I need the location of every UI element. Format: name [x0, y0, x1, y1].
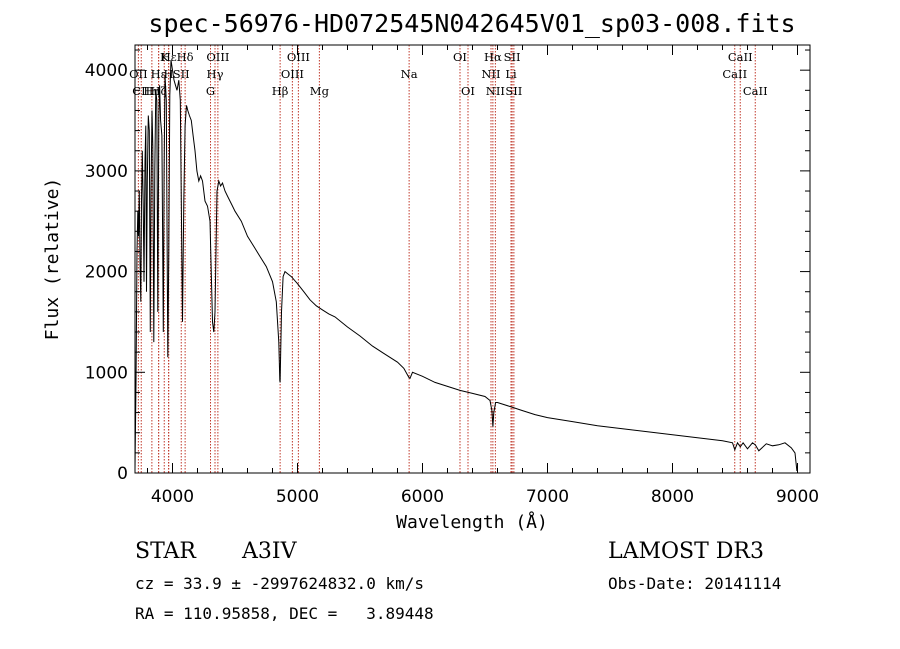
- line-marker-label: CaII: [743, 84, 768, 98]
- x-tick-label: 5000: [276, 487, 319, 507]
- x-tick-label: 6000: [401, 487, 444, 507]
- x-axis-label: Wavelength (Å): [396, 511, 548, 533]
- y-tick-label: 2000: [85, 263, 128, 283]
- line-markers: [137, 45, 756, 473]
- obs-date-line: Obs-Date: 20141114: [608, 574, 782, 593]
- line-marker-label: NII: [486, 84, 505, 98]
- line-marker-label: CaII: [722, 67, 747, 81]
- line-marker-label: OIII: [206, 50, 229, 64]
- redshift-line: cz = 33.9 ± -2997624832.0 km/s: [135, 574, 424, 593]
- y-axis-label: Flux (relative): [42, 178, 63, 341]
- line-marker-label: Hγ: [207, 67, 224, 81]
- x-tick-label: 7000: [526, 487, 569, 507]
- line-marker-label: H: [163, 67, 173, 81]
- line-marker-label: Hδ: [177, 50, 194, 64]
- y-tick-label: 3000: [85, 162, 128, 182]
- x-axis-ticks: 4000 5000 6000 7000 8000 9000: [147, 45, 819, 507]
- line-marker-label: Li: [505, 67, 517, 81]
- line-marker-label: OI: [453, 50, 467, 64]
- survey-name: LAMOST DR3: [608, 539, 764, 564]
- line-marker-label: Na: [401, 67, 418, 81]
- plot-frame: [134, 44, 811, 474]
- y-tick-label: 1000: [85, 363, 128, 383]
- line-marker-label: SII: [173, 67, 190, 81]
- y-tick-label: 0: [117, 464, 128, 484]
- x-tick-label: 8000: [651, 487, 694, 507]
- object-subclass: A3IV: [242, 539, 297, 564]
- coords-line: RA = 110.95858, DEC = 3.89448: [135, 604, 434, 623]
- line-marker-label: SII: [505, 84, 522, 98]
- x-tick-label: 4000: [151, 487, 194, 507]
- line-marker-label: SII: [504, 50, 521, 64]
- line-marker-label: OIII: [281, 67, 304, 81]
- line-marker-label: K: [160, 50, 169, 64]
- line-marker-label: Hβ: [272, 84, 289, 98]
- line-marker-label: OI: [461, 84, 475, 98]
- line-marker-label: NII: [481, 67, 500, 81]
- line-marker-label: Hε: [151, 67, 167, 81]
- line-marker-label: Hα: [484, 50, 502, 64]
- line-marker-label: G: [206, 84, 215, 98]
- line-marker-label: OII: [129, 67, 148, 81]
- chart-title: spec-56976-HD072545N042645V01_sp03-008.f…: [148, 9, 795, 38]
- x-tick-label: 9000: [776, 487, 819, 507]
- line-marker-label: Mg: [310, 84, 330, 98]
- line-marker-label: OIII: [287, 50, 310, 64]
- line-marker-label: Hζ: [150, 84, 166, 98]
- line-marker-label: CaII: [728, 50, 753, 64]
- object-class: STAR: [135, 539, 196, 564]
- y-tick-label: 4000: [85, 61, 128, 81]
- y-axis-ticks: 0 1000 2000 3000 4000: [85, 49, 810, 484]
- spectrum-series-line: [134, 60, 798, 472]
- line-marker-label: CII: [132, 84, 150, 98]
